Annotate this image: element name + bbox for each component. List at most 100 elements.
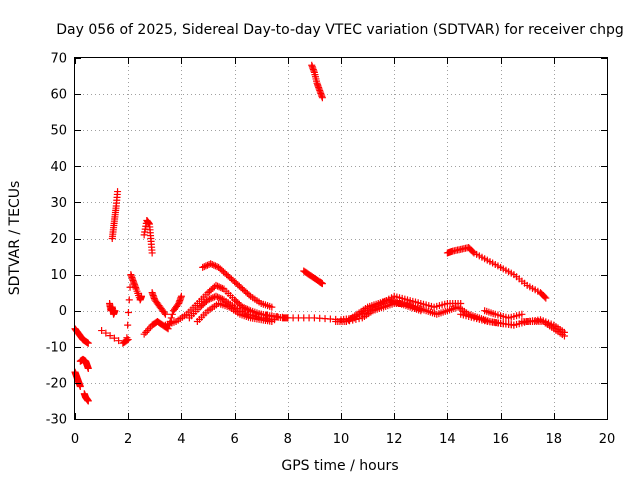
data-point — [245, 306, 253, 314]
data-point — [209, 294, 217, 302]
data-point — [355, 315, 363, 323]
data-point — [208, 260, 216, 268]
data-point — [214, 293, 222, 301]
data-point — [211, 262, 219, 270]
series-pass-22 — [443, 244, 550, 302]
data-point — [140, 330, 148, 338]
data-point — [318, 280, 326, 288]
y-tick-label: -10 — [46, 340, 67, 355]
y-tick-label: 20 — [50, 232, 67, 247]
data-point — [123, 334, 131, 342]
y-tick-label: 0 — [59, 304, 67, 319]
data-point — [84, 364, 92, 372]
data-point — [215, 283, 223, 291]
series-pass-24 — [481, 307, 526, 322]
data-point — [142, 328, 150, 336]
data-points — [71, 61, 568, 405]
data-point — [124, 321, 132, 329]
data-point — [212, 281, 220, 289]
series-pass-07 — [108, 188, 122, 242]
data-point — [115, 337, 123, 345]
data-point — [143, 327, 151, 335]
data-point — [125, 296, 133, 304]
data-point — [214, 282, 222, 290]
data-point — [106, 332, 114, 340]
axis-ticks — [75, 58, 608, 420]
y-tick-label: 30 — [50, 196, 67, 211]
data-point — [349, 316, 357, 324]
data-point — [352, 315, 360, 323]
y-tick-label: -20 — [46, 376, 67, 391]
data-point — [278, 313, 286, 321]
data-point — [114, 188, 122, 196]
data-point — [110, 334, 118, 342]
data-point — [541, 293, 549, 301]
data-point — [177, 292, 185, 300]
series-pass-09 — [140, 216, 156, 257]
data-point — [240, 304, 248, 312]
y-tick-label: 60 — [50, 88, 67, 103]
x-axis-label: GPS time / hours — [281, 458, 398, 474]
data-point — [346, 317, 354, 325]
data-point — [168, 310, 176, 318]
series-pass-06 — [106, 299, 119, 318]
data-point — [542, 294, 550, 302]
x-tick-label: 2 — [124, 432, 132, 447]
data-point — [161, 310, 169, 318]
x-tick-label: 0 — [71, 432, 79, 447]
data-point — [217, 284, 225, 292]
x-tick-label: 4 — [177, 432, 185, 447]
data-point — [206, 295, 214, 303]
data-point — [138, 292, 145, 300]
data-point — [98, 327, 106, 335]
y-axis-label: SDTVAR / TECUs — [7, 181, 23, 296]
data-point — [145, 325, 153, 333]
data-point — [111, 307, 119, 315]
data-point — [318, 94, 326, 102]
data-point — [207, 294, 215, 302]
y-tick-label: -30 — [46, 413, 67, 428]
series-pass-17 — [300, 267, 326, 288]
series-pass-14 — [193, 299, 276, 326]
series-pass-15 — [199, 260, 276, 311]
data-point — [518, 310, 526, 318]
data-point — [212, 292, 220, 300]
series-pass-02 — [71, 368, 84, 391]
series-pass-04 — [80, 390, 92, 405]
series-pass-18 — [308, 61, 326, 102]
data-point — [268, 303, 276, 311]
data-point — [560, 332, 568, 340]
data-point — [263, 311, 271, 319]
data-point — [200, 263, 208, 271]
chart-title: Day 056 of 2025, Sidereal Day-to-day VTE… — [56, 22, 624, 38]
x-tick-label: 14 — [439, 432, 456, 447]
y-tick-labels: -30 -20 -10 0 10 20 30 40 50 60 70 — [46, 52, 67, 428]
data-point — [199, 263, 207, 271]
data-point — [204, 296, 212, 304]
data-point — [257, 310, 265, 318]
grid-lines — [75, 58, 607, 419]
data-point — [84, 397, 92, 405]
data-point — [148, 249, 156, 257]
data-point — [245, 291, 253, 299]
data-point — [268, 312, 276, 320]
series-pass-11 — [148, 289, 169, 318]
data-point — [273, 312, 281, 320]
data-point — [207, 260, 215, 268]
data-point — [342, 318, 350, 326]
x-tick-label: 6 — [230, 432, 238, 447]
y-tick-label: 40 — [50, 160, 67, 175]
data-point — [210, 261, 218, 269]
y-tick-label: 10 — [50, 268, 67, 283]
series-pass-03 — [76, 355, 92, 372]
series-pass-10 — [140, 292, 185, 338]
data-point — [124, 309, 132, 317]
data-point — [469, 248, 477, 256]
data-point — [84, 339, 92, 347]
data-point — [76, 383, 84, 391]
plot-frame — [74, 57, 608, 420]
x-tick-label: 8 — [284, 432, 292, 447]
x-tick-label: 16 — [492, 432, 509, 447]
data-point — [202, 262, 210, 270]
